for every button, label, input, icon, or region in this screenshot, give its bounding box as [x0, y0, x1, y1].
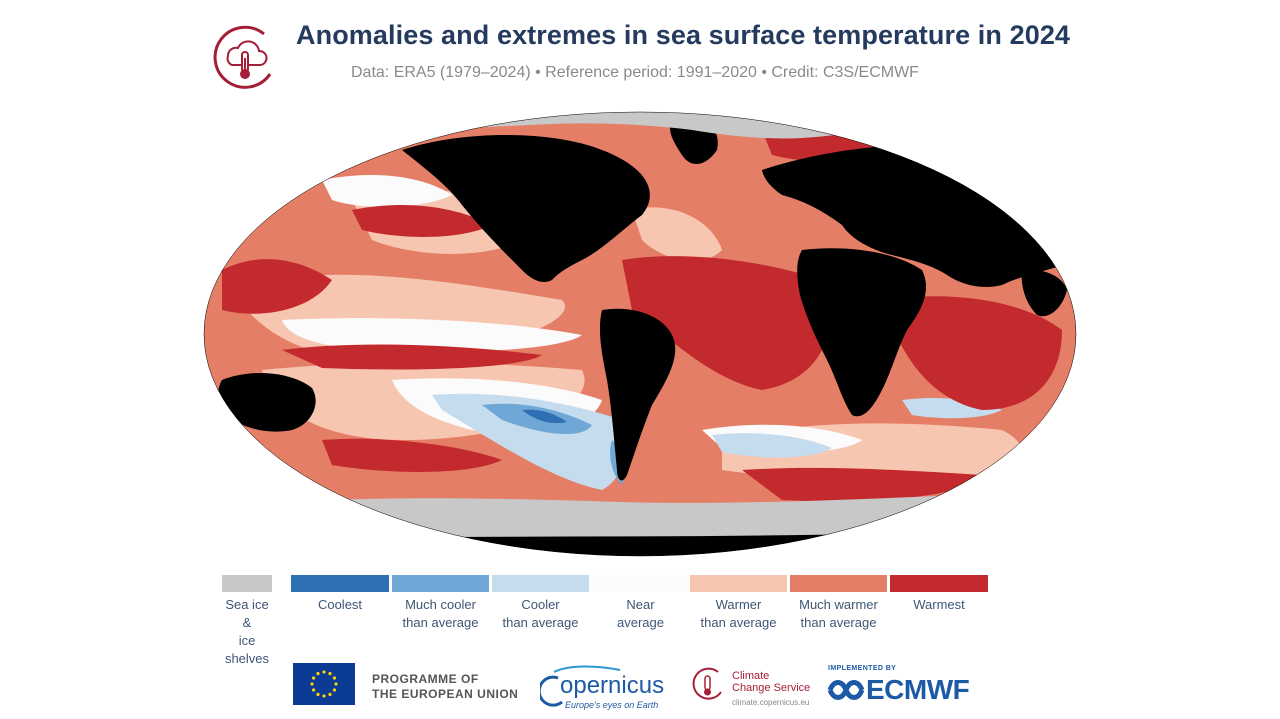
warmest-region: [352, 205, 492, 237]
ecmwf-logo-icon: [827, 680, 865, 700]
c3s-url: climate.copernicus.eu: [732, 698, 810, 707]
legend-label: Coolest: [317, 597, 363, 612]
ecmwf-name: ECMWF: [866, 674, 970, 705]
warmest-region: [222, 259, 332, 314]
warmer-region: [632, 207, 722, 261]
page-title: Anomalies and extremes in sea surface te…: [296, 20, 1071, 50]
legend-label: Near average: [617, 597, 664, 630]
legend-item-coolest: Coolest: [291, 575, 389, 614]
subtitle: Data: ERA5 (1979–2024) • Reference perio…: [351, 64, 919, 81]
legend-swatch: [790, 575, 887, 592]
warmest-region: [882, 296, 1062, 410]
legend-swatch: [592, 575, 689, 592]
eu-flag-icon: [293, 663, 355, 705]
africa: [797, 248, 927, 417]
legend-item-much-cooler: Much cooler than average: [392, 575, 489, 632]
south-asia: [1021, 269, 1067, 317]
warmest-region: [282, 344, 542, 370]
warmest-region: [742, 467, 982, 502]
legend-item-sea-ice: Sea ice & ice shelves: [222, 575, 272, 668]
legend-label: Much warmer than average: [799, 597, 878, 630]
cooler-region: [712, 433, 832, 458]
legend-label: Sea ice & ice shelves: [224, 597, 270, 666]
coolest-region: [522, 409, 567, 424]
north-america: [402, 135, 650, 282]
ecmwf-implemented-by: IMPLEMENTED BY: [828, 665, 897, 672]
cooler-region: [432, 393, 626, 490]
c3s-logo-icon: [692, 667, 722, 700]
world-sst-anomaly-map: [203, 111, 1077, 557]
cloud-thermometer-icon: [213, 25, 272, 89]
legend-swatch: [222, 575, 272, 592]
legend-item-warmest: Warmest: [890, 575, 988, 614]
legend-swatch: [291, 575, 389, 592]
legend-item-warmer: Warmer than average: [690, 575, 787, 632]
copernicus-name: opernicus: [560, 672, 665, 699]
warmest-region: [622, 256, 830, 390]
antarctica: [204, 534, 1076, 556]
copernicus-tagline: Europe's eyes on Earth: [565, 700, 659, 710]
australia: [218, 373, 316, 432]
c3s-name: Climate Change Service: [732, 670, 811, 694]
legend-label: Much cooler than average: [402, 597, 479, 630]
legend-item-near-average: Near average: [592, 575, 689, 632]
eu-programme-text: PROGRAMME OF THE EUROPEAN UNION: [372, 672, 519, 701]
legend-label: Warmer than average: [700, 597, 777, 630]
legend-swatch: [492, 575, 589, 592]
footer: PROGRAMME OF THE EUROPEAN UNION opernicu…: [0, 658, 1280, 718]
legend-label: Cooler than average: [502, 597, 579, 630]
legend: Sea ice & ice shelves Coolest Much coole…: [214, 575, 994, 666]
warmest-region: [322, 438, 502, 472]
copernicus-logo-icon: [540, 665, 621, 707]
legend-swatch: [690, 575, 787, 592]
legend-item-cooler: Cooler than average: [492, 575, 589, 632]
near-average-region: [282, 318, 582, 352]
near-average-region: [322, 175, 452, 207]
legend-label: Warmest: [913, 597, 965, 612]
south-america: [599, 308, 676, 481]
legend-swatch: [392, 575, 489, 592]
legend-item-much-warmer: Much warmer than average: [790, 575, 887, 632]
legend-swatch: [890, 575, 988, 592]
